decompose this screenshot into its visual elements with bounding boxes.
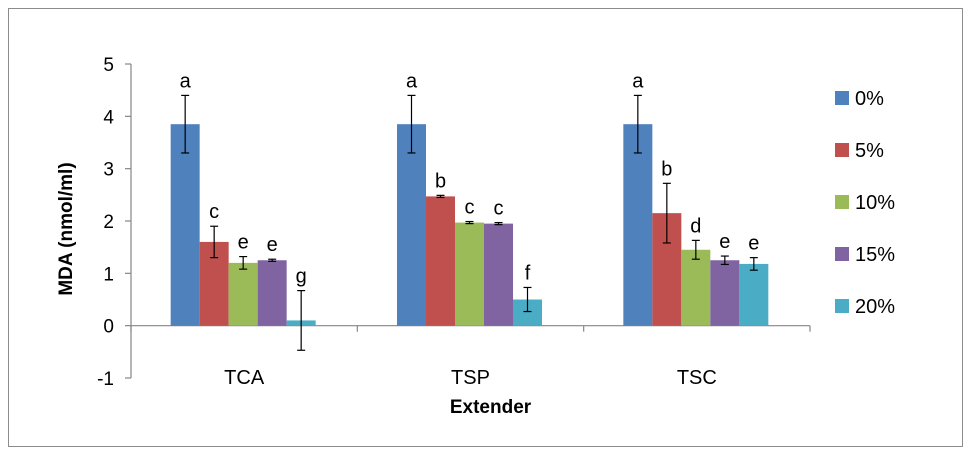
y-tick-label: 4 (103, 107, 114, 128)
y-tick-label: 2 (103, 212, 114, 233)
legend-label: 0% (855, 88, 884, 110)
bar (170, 124, 200, 326)
significance-letter: b (661, 158, 672, 180)
significance-letter: c (494, 198, 504, 220)
y-axis-title: MDA (nmol/ml) (56, 162, 77, 295)
x-tick-label: TSP (451, 367, 490, 389)
bar (426, 196, 455, 326)
significance-letter: e (748, 233, 759, 255)
legend: 0% 5% 10% 15% 20% (835, 88, 895, 318)
legend-label: 5% (855, 140, 884, 162)
y-tick-label: 1 (103, 264, 114, 285)
legend-swatch (835, 247, 849, 261)
legend-swatch (835, 91, 849, 105)
bar (484, 223, 513, 326)
bar (228, 262, 258, 326)
significance-letter: g (296, 266, 307, 288)
significance-letter: c (465, 197, 475, 219)
y-tick-label: -1 (97, 369, 114, 390)
significance-letter: b (435, 170, 446, 192)
legend-label: 10% (855, 192, 895, 214)
legend-label: 15% (855, 244, 895, 266)
y-tick-label: 5 (103, 55, 114, 76)
bar (397, 124, 426, 326)
significance-letter: a (406, 70, 418, 92)
x-axis-title: Extender (450, 397, 532, 418)
legend-swatch (835, 299, 849, 313)
significance-letter: f (525, 262, 531, 284)
bars (170, 94, 769, 351)
x-tick-label: TSC (677, 367, 717, 389)
y-tick-label: 0 (103, 317, 114, 338)
legend-swatch (835, 195, 849, 209)
significance-letter: a (180, 70, 192, 92)
significance-letter: a (632, 70, 644, 92)
bar (623, 124, 653, 326)
significance-letter: e (719, 231, 730, 253)
significance-letter: c (209, 201, 219, 223)
y-tick-label: 3 (103, 160, 114, 181)
legend-swatch (835, 143, 849, 157)
significance-letter: d (690, 215, 701, 237)
significance-letter: e (267, 234, 278, 256)
bar (257, 260, 287, 326)
bar (455, 222, 484, 326)
legend-label: 20% (855, 296, 895, 318)
significance-letter: e (238, 232, 249, 254)
bar (739, 263, 769, 326)
x-tick-label: TCA (224, 367, 265, 389)
bar (681, 249, 711, 326)
bar (710, 260, 740, 326)
